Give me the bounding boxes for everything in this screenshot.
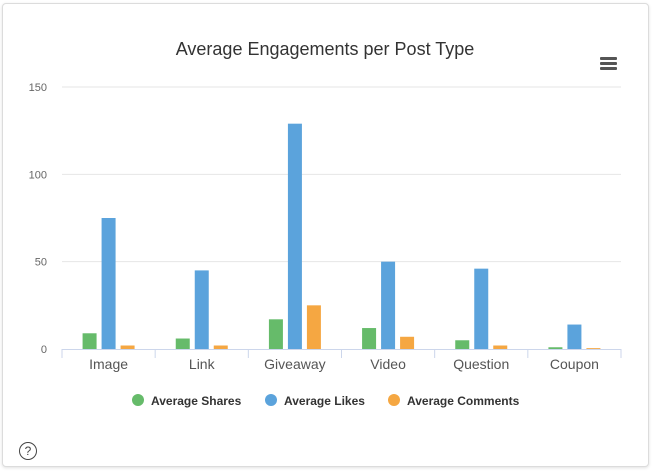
legend-item[interactable]: Average Shares	[132, 394, 242, 408]
x-tick-label: Image	[89, 356, 128, 372]
bar[interactable]	[306, 305, 321, 349]
y-tick-label: 150	[29, 82, 47, 94]
x-tick-label: Link	[189, 356, 216, 372]
bar[interactable]	[455, 340, 470, 349]
legend-label: Average Shares	[151, 394, 242, 408]
bar[interactable]	[175, 338, 190, 349]
bar[interactable]	[474, 268, 489, 349]
y-gridlines	[62, 86, 621, 263]
legend-label: Average Likes	[284, 394, 365, 408]
bar[interactable]	[586, 348, 601, 349]
legend-marker	[132, 394, 144, 406]
bar[interactable]	[548, 347, 563, 349]
legend-marker	[265, 394, 277, 406]
legend-marker	[388, 394, 400, 406]
y-tick-label: 50	[35, 257, 47, 269]
bar[interactable]	[268, 319, 283, 349]
bar[interactable]	[567, 324, 582, 349]
menu-icon[interactable]	[598, 55, 620, 73]
bar[interactable]	[362, 328, 377, 349]
x-tick-label: Coupon	[550, 356, 599, 372]
bar[interactable]	[213, 345, 228, 349]
x-tick-label: Question	[453, 356, 509, 372]
y-axis-ticks: 0 50 100 150	[29, 82, 47, 356]
x-tick-label: Giveaway	[264, 356, 325, 372]
bar[interactable]	[381, 261, 396, 349]
legend-item[interactable]: Average Comments	[388, 394, 520, 408]
bar[interactable]	[400, 336, 415, 349]
bar[interactable]	[101, 218, 116, 349]
x-tick-label: Video	[370, 356, 406, 372]
bar[interactable]	[493, 345, 508, 349]
bar-series	[82, 123, 601, 350]
chart-title: Average Engagements per Post Type	[176, 39, 475, 59]
bar[interactable]	[194, 270, 209, 349]
legend-label: Average Comments	[407, 394, 520, 408]
bar[interactable]	[82, 333, 97, 349]
help-icon[interactable]: ?	[19, 442, 37, 460]
x-axis: Image Link Giveaway Video Question Coupon	[61, 349, 622, 372]
y-tick-label: 100	[29, 169, 47, 181]
legend-item[interactable]: Average Likes	[265, 394, 365, 408]
y-tick-label: 0	[41, 344, 47, 356]
bar[interactable]	[120, 345, 135, 349]
legend: Average Shares Average Likes Average Comme…	[132, 394, 520, 408]
bar[interactable]	[287, 123, 302, 350]
